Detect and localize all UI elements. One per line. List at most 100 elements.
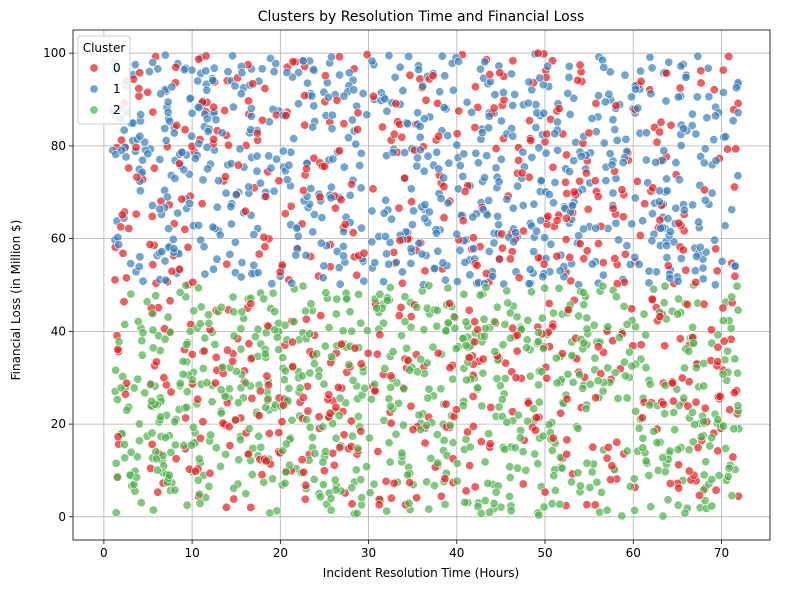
point-cluster-1 [710,235,720,245]
point-cluster-0 [211,352,221,362]
point-cluster-2 [134,419,144,429]
point-cluster-2 [348,431,358,441]
point-cluster-1 [620,70,630,80]
point-cluster-2 [187,440,197,450]
y-tick-label: 60 [51,232,66,246]
point-cluster-2 [326,352,336,362]
point-cluster-2 [578,383,588,393]
point-cluster-1 [468,212,478,222]
point-cluster-1 [529,247,539,257]
point-cluster-1 [567,201,577,211]
point-cluster-2 [348,375,358,385]
point-cluster-1 [679,205,689,215]
point-cluster-0 [552,251,562,261]
point-cluster-1 [420,200,430,210]
point-cluster-2 [707,474,717,484]
point-cluster-0 [454,106,464,116]
point-cluster-1 [718,88,728,98]
point-cluster-1 [656,223,666,233]
point-cluster-0 [635,231,645,241]
point-cluster-0 [562,449,572,459]
point-cluster-2 [680,508,690,518]
point-cluster-2 [522,335,532,345]
point-cluster-2 [534,510,544,520]
point-cluster-1 [203,127,213,137]
point-cluster-0 [377,122,387,132]
point-cluster-0 [533,253,543,263]
point-cluster-2 [267,474,277,484]
point-cluster-0 [724,51,734,61]
point-cluster-0 [315,192,325,202]
point-cluster-2 [247,470,257,480]
point-cluster-1 [459,149,469,159]
point-cluster-2 [116,383,126,393]
point-cluster-2 [210,339,220,349]
point-cluster-2 [265,508,275,518]
point-cluster-0 [612,279,622,289]
legend-entry-0: 0 [113,61,121,75]
point-cluster-2 [326,505,336,515]
point-cluster-0 [590,176,600,186]
point-cluster-2 [461,340,471,350]
point-cluster-1 [601,176,611,186]
point-cluster-0 [278,400,288,410]
point-cluster-1 [126,259,136,269]
point-cluster-0 [682,299,692,309]
point-cluster-1 [622,241,632,251]
point-cluster-1 [544,190,554,200]
point-cluster-1 [733,108,743,118]
point-cluster-1 [370,258,380,268]
point-cluster-0 [394,203,404,213]
point-cluster-1 [327,124,337,134]
point-cluster-1 [700,144,710,154]
point-cluster-1 [292,223,302,233]
point-cluster-1 [540,233,550,243]
point-cluster-2 [241,489,251,499]
point-cluster-2 [195,489,205,499]
point-cluster-1 [138,276,148,286]
point-cluster-2 [120,453,130,463]
point-cluster-1 [319,261,329,271]
point-cluster-1 [674,175,684,185]
point-cluster-2 [500,319,510,329]
point-cluster-2 [330,475,340,485]
point-cluster-2 [140,388,150,398]
point-cluster-1 [249,230,259,240]
point-cluster-0 [222,259,232,269]
point-cluster-1 [201,66,211,76]
point-cluster-1 [688,200,698,210]
point-cluster-0 [548,433,558,443]
point-cluster-1 [148,57,158,67]
point-cluster-0 [563,305,573,315]
point-cluster-0 [729,388,739,398]
point-cluster-1 [659,146,669,156]
point-cluster-1 [531,100,541,110]
point-cluster-2 [250,332,260,342]
point-cluster-2 [551,353,561,363]
point-cluster-2 [142,297,152,307]
point-cluster-2 [658,511,668,521]
point-cluster-1 [646,89,656,99]
point-cluster-2 [547,445,557,455]
point-cluster-0 [627,304,637,314]
point-cluster-0 [620,249,630,259]
point-cluster-0 [691,397,701,407]
point-cluster-2 [125,470,135,480]
point-cluster-2 [641,456,651,466]
point-cluster-2 [610,368,620,378]
point-cluster-1 [212,202,222,212]
point-cluster-2 [305,368,315,378]
point-cluster-2 [649,284,659,294]
point-cluster-2 [473,383,483,393]
point-cluster-2 [259,294,269,304]
point-cluster-0 [675,83,685,93]
point-cluster-1 [693,51,703,61]
point-cluster-0 [523,398,533,408]
point-cluster-2 [148,505,158,515]
point-cluster-2 [315,492,325,502]
point-cluster-2 [194,283,204,293]
point-cluster-2 [432,321,442,331]
point-cluster-1 [605,67,615,77]
point-cluster-0 [508,323,518,333]
point-cluster-0 [530,425,540,435]
